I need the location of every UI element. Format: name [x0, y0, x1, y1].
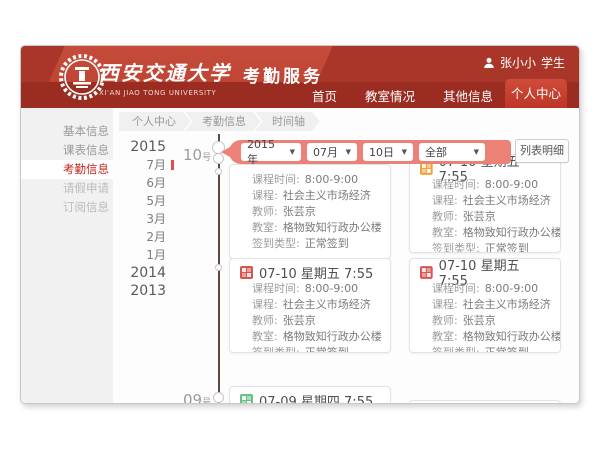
card-notch — [410, 163, 415, 175]
sidebar: 基本信息 课表信息 考勤信息 请假申请 订阅信息 — [21, 108, 113, 403]
attendance-card: 07-10 星期五 7:55 课程时间:8:00-9:00 课程:社会主义市场经… — [229, 258, 391, 353]
card-notch — [230, 267, 235, 279]
calendar-icon — [420, 161, 433, 175]
nav-item-home[interactable]: 首页 — [311, 88, 337, 104]
caret-down-icon: ▼ — [473, 148, 479, 156]
timeline-node — [213, 392, 224, 403]
user-info[interactable]: 张小小 学生 — [483, 54, 565, 71]
nav-item-other-info[interactable]: 其他信息 — [442, 88, 493, 104]
university-name-cn: 西安交通大学 — [99, 61, 231, 85]
calendar-icon — [420, 265, 433, 279]
caret-down-icon: ▼ — [345, 148, 351, 156]
timeline-node — [215, 168, 222, 175]
attendance-card: 07-09 星期四 7:55 — [229, 386, 391, 404]
timeline-nav-january[interactable]: 1月 — [146, 248, 166, 262]
day-marker-10: 10号 — [183, 146, 212, 164]
timeline-nav-march[interactable]: 3月 — [146, 212, 166, 226]
timeline-nav-2015[interactable]: 2015 — [130, 139, 166, 155]
sidebar-item-leave-request[interactable]: 请假申请 — [63, 181, 109, 195]
timeline-nav-july[interactable]: 7月 — [124, 156, 174, 174]
university-name-block: 西安交通大学 XI'AN JIAO TONG UNIVERSITY — [99, 57, 231, 97]
current-month-tick — [171, 160, 174, 170]
nav-tab-personal-center[interactable]: 个人中心 — [505, 79, 567, 108]
timeline-nav-2014[interactable]: 2014 — [130, 265, 166, 281]
breadcrumb-personal-center[interactable]: 个人中心 — [119, 112, 191, 131]
university-logo-icon — [59, 54, 105, 100]
app-window: 西安交通大学 XI'AN JIAO TONG UNIVERSITY 考勤服务 张… — [20, 45, 580, 404]
breadcrumb-timeline[interactable]: 时间轴 — [255, 112, 320, 131]
type-select[interactable]: 全部 ▼ — [419, 143, 485, 161]
calendar-icon — [240, 393, 253, 403]
breadcrumb: 个人中心 考勤信息 时间轴 — [119, 112, 320, 131]
nav-item-classrooms[interactable]: 教室情况 — [364, 88, 415, 104]
timeline-nav-may[interactable]: 5月 — [146, 194, 166, 208]
day-select[interactable]: 10日 ▼ — [363, 143, 413, 161]
user-role: 学生 — [540, 56, 565, 70]
university-name-en: XI'AN JIAO TONG UNIVERSITY — [99, 89, 217, 97]
app-header: 西安交通大学 XI'AN JIAO TONG UNIVERSITY 考勤服务 张… — [21, 46, 579, 108]
sidebar-item-timetable-info[interactable]: 课表信息 — [63, 143, 109, 157]
timeline-node — [213, 153, 224, 164]
month-select[interactable]: 07月 ▼ — [307, 143, 357, 161]
attendance-card-stub — [409, 400, 561, 403]
attendance-card: 07-10 星期五 7:55 课程时间:8:00-9:00 课程:社会主义市场经… — [409, 154, 561, 253]
day-marker-09: 09号 — [183, 391, 212, 404]
sidebar-item-basic-info[interactable]: 基本信息 — [63, 124, 109, 138]
person-icon — [484, 57, 494, 68]
caret-down-icon: ▼ — [289, 148, 295, 156]
timeline-nav-june[interactable]: 6月 — [146, 176, 166, 190]
card-notch — [410, 267, 415, 279]
card-notch — [230, 395, 235, 403]
calendar-icon — [240, 265, 253, 279]
timeline-nav-2013[interactable]: 2013 — [130, 283, 166, 299]
sidebar-item-attendance-info[interactable]: 考勤信息 — [21, 160, 113, 179]
app-title: 考勤服务 — [243, 67, 323, 87]
sidebar-item-subscription-info[interactable]: 订阅信息 — [63, 200, 109, 214]
list-detail-button[interactable]: 列表明细 — [515, 139, 569, 163]
attendance-card: 课程时间: 8:00-9:00 课程: 社会主义市场经济 教师: 张芸京 教室: 格物致… — [229, 164, 391, 259]
card-title: 07-10 星期五 7:55 — [259, 266, 374, 282]
card-title: 07-09 星期四 7:55 — [259, 394, 374, 404]
breadcrumb-attendance-info[interactable]: 考勤信息 — [185, 112, 261, 131]
timeline-nav-february[interactable]: 2月 — [146, 230, 166, 244]
timeline-node — [215, 264, 222, 271]
caret-down-icon: ▼ — [401, 148, 407, 156]
top-nav: 首页 教室情况 其他信息 — [312, 82, 493, 108]
card-title: 07-10 星期五 7:55 — [438, 259, 520, 289]
nav-strip — [21, 82, 579, 108]
year-select[interactable]: 2015年 ▼ — [241, 138, 301, 166]
user-name: 张小小 — [499, 56, 536, 70]
timeline-year-month-nav: 2015 7月 6月 5月 3月 2月 1月 2014 2013 — [124, 138, 174, 300]
attendance-card: 07-10 星期五 7:55 课程时间:8:00-9:00 课程:社会主义市场经… — [409, 258, 561, 353]
date-filter-bar: 2015年 ▼ 07月 ▼ 10日 ▼ 全部 ▼ — [221, 138, 511, 166]
